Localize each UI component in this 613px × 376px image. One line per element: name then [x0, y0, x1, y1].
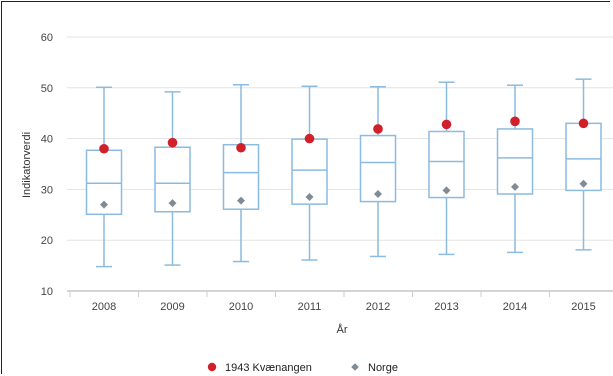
box-2012	[359, 86, 397, 258]
x-tick-label: 2013	[434, 301, 458, 313]
legend-marker-norge	[351, 363, 359, 371]
point-norge-2008	[100, 200, 108, 209]
legend-label: 1943 Kvænangen	[225, 362, 312, 374]
y-tick-label: 40	[41, 134, 53, 146]
series-points	[99, 116, 589, 209]
y-tick-label: 20	[41, 235, 53, 247]
box-iqr	[565, 122, 602, 192]
point-norge-2015	[579, 179, 588, 188]
point-kvaenangen-2010	[236, 142, 246, 153]
x-axis-title: År	[337, 323, 348, 336]
point-norge-2011	[305, 193, 314, 202]
legend: 1943 Kvænangen Norge	[207, 362, 398, 374]
point-kvaenangen-2014	[510, 116, 520, 127]
x-tick-label: 2015	[571, 301, 595, 313]
box-2010	[222, 84, 260, 263]
x-tick-label: 2011	[298, 301, 322, 313]
x-tick-label: 2009	[160, 301, 184, 313]
point-kvaenangen-2015	[578, 118, 589, 129]
y-tick-label: 50	[41, 83, 53, 95]
x-tick-label: 2010	[229, 301, 253, 313]
legend-label: Norge	[368, 362, 398, 374]
x-tick-label: 2012	[366, 301, 390, 313]
point-norge-2009	[168, 199, 177, 208]
box-2011	[291, 85, 328, 261]
box-iqr	[359, 134, 397, 203]
y-tick-labels: 10 20 30 40 50 60	[41, 32, 53, 298]
legend-marker-kvaenangen	[207, 362, 217, 372]
point-norge-2014	[511, 182, 519, 191]
point-kvaenangen-2008	[99, 143, 109, 154]
box-2014	[496, 84, 534, 254]
x-tick-label: 2008	[92, 301, 116, 313]
box-2013	[428, 81, 465, 256]
y-tick-label: 30	[41, 184, 53, 196]
x-tick-label: 2014	[503, 301, 527, 313]
box-2009	[154, 91, 191, 266]
y-axis-title: Indikatorverdi	[21, 132, 33, 198]
point-kvaenangen-2012	[373, 124, 383, 134]
point-norge-2013	[442, 186, 451, 195]
x-tick-labels: 2008 2009 2010 2011 2012 2013 2014 2015	[69, 291, 596, 313]
point-kvaenangen-2009	[167, 137, 178, 148]
box-2015	[565, 78, 602, 251]
box-plot-boxes	[85, 78, 602, 268]
y-tick-label: 60	[41, 32, 53, 44]
point-norge-2010	[237, 196, 245, 205]
point-norge-2012	[374, 189, 382, 198]
point-kvaenangen-2011	[304, 133, 315, 144]
y-tick-label: 10	[41, 286, 53, 298]
point-kvaenangen-2013	[441, 119, 452, 130]
